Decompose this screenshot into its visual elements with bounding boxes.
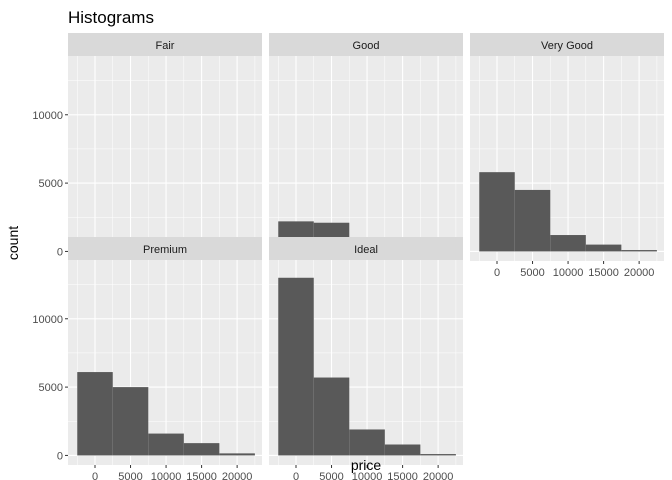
chart-title: Histograms <box>68 8 154 27</box>
x-tick-label: 15000 <box>186 471 217 480</box>
histogram-bar <box>514 189 551 252</box>
x-tick-label: 5000 <box>520 267 544 279</box>
facet-strip <box>269 237 463 260</box>
x-tick-label: 10000 <box>352 471 383 480</box>
facet-strip <box>68 33 262 56</box>
x-tick-label: 20000 <box>423 471 454 480</box>
histogram-bar <box>219 453 255 456</box>
facet-strip <box>68 237 262 260</box>
histogram-bar <box>550 235 586 252</box>
x-tick-label: 20000 <box>222 471 253 480</box>
y-axis-label: count <box>5 226 21 260</box>
x-axis-label: price <box>351 457 382 473</box>
histogram-bar <box>384 444 421 456</box>
y-tick-label: 10000 <box>32 314 63 326</box>
y-tick-label: 5000 <box>39 382 63 394</box>
histogram-bar <box>420 454 456 456</box>
histogram-bar <box>148 433 184 456</box>
x-tick-label: 0 <box>293 471 299 480</box>
facet-strip <box>470 33 664 56</box>
facet-strip <box>269 33 463 56</box>
x-tick-label: 0 <box>92 471 98 480</box>
facet-strip-label: Good <box>353 40 380 52</box>
histogram-bar <box>77 372 113 456</box>
facet-panel-good: Good <box>269 33 463 261</box>
facet-strip-label: Premium <box>143 244 187 256</box>
facet-strip-label: Ideal <box>354 244 378 256</box>
x-tick-label: 5000 <box>118 471 142 480</box>
histogram-bar <box>479 172 515 252</box>
y-tick-label: 0 <box>57 450 63 462</box>
histogram-bar <box>585 244 622 252</box>
facet-panel-fair: Fair 0 5000 10000 <box>32 33 262 261</box>
histogram-bar <box>278 277 314 456</box>
facet-strip-label: Very Good <box>541 40 593 52</box>
histogram-bar <box>313 377 350 456</box>
x-tick-label: 10000 <box>553 267 584 279</box>
histogram-bar <box>112 387 149 456</box>
histogram-bar <box>183 443 220 456</box>
x-tick-label: 10000 <box>151 471 182 480</box>
y-tick-label: 0 <box>57 246 63 258</box>
y-tick-label: 5000 <box>39 178 63 190</box>
facet-panels: Fair 0 5000 10000 Good Very Good 0 5000 10000 150… <box>32 33 664 480</box>
panel-background <box>68 56 262 261</box>
x-tick-label: 20000 <box>624 267 655 279</box>
x-tick-label: 5000 <box>319 471 343 480</box>
x-tick-label: 0 <box>494 267 500 279</box>
x-tick-label: 15000 <box>387 471 418 480</box>
facet-panel-very-good: Very Good 0 5000 10000 15000 20000 <box>470 33 664 279</box>
facet-strip-label: Fair <box>156 40 175 52</box>
y-tick-label: 10000 <box>32 110 63 122</box>
facet-panel-ideal: Ideal 0 5000 10000 15000 20000 <box>269 237 463 480</box>
x-tick-label: 15000 <box>588 267 619 279</box>
histogram-bar <box>621 250 657 252</box>
histogram-bar <box>349 429 385 456</box>
facet-panel-premium: Premium 0 5000 10000 0 5000 10000 15000 20000 <box>32 237 262 480</box>
